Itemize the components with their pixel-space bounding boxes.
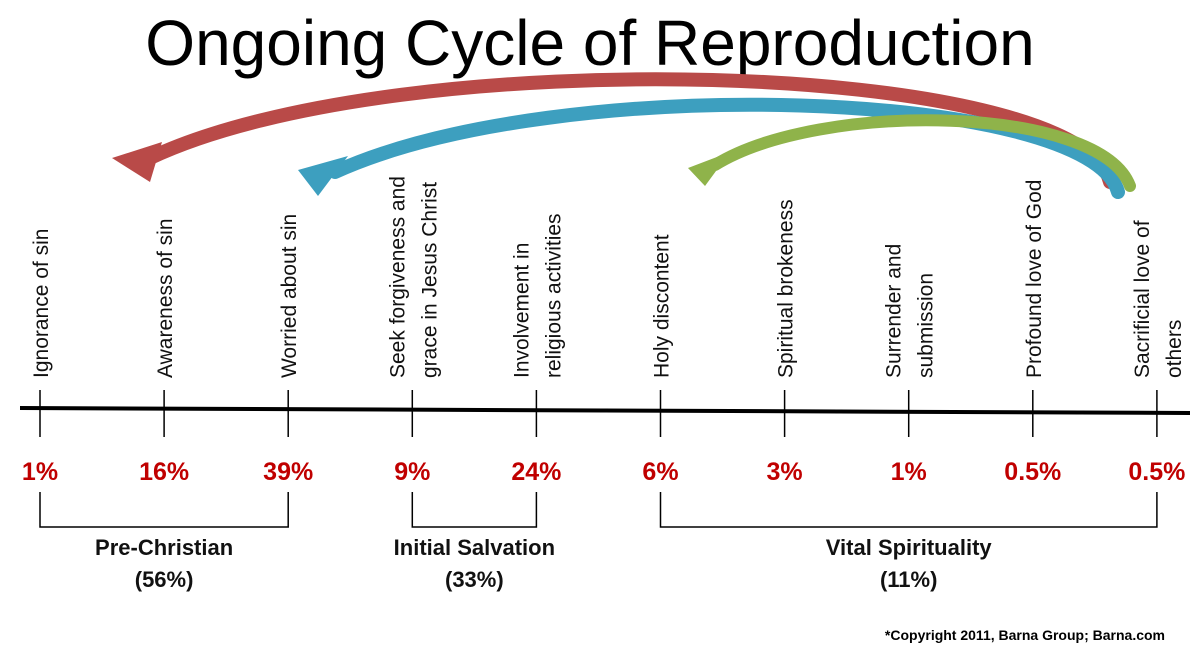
stage-percent: 39% — [263, 458, 313, 486]
group-bracket — [411, 492, 538, 528]
blue-arrowhead — [298, 156, 348, 196]
red-arrow — [143, 72, 1117, 189]
stage-percent: 6% — [642, 458, 678, 486]
green-arrowhead — [688, 152, 730, 186]
copyright: *Copyright 2011, Barna Group; Barna.com — [885, 627, 1165, 643]
red-arrowhead — [112, 142, 162, 182]
stage-percent: 1% — [891, 458, 927, 486]
group-percent: (56%) — [135, 567, 194, 592]
stage-percent: 9% — [394, 458, 430, 486]
stage-label: Involvement in — [510, 243, 533, 378]
title: Ongoing Cycle of Reproduction — [145, 7, 1034, 79]
blue-arrow — [328, 97, 1125, 199]
group-name: Pre-Christian — [95, 535, 233, 560]
green-arrow — [709, 114, 1136, 192]
stage-label: religious activities — [542, 213, 565, 378]
group-bracket — [39, 492, 289, 528]
stage-percent: 24% — [511, 458, 561, 486]
stage-percent: 3% — [767, 458, 803, 486]
stage-label: Profound love of God — [1023, 180, 1046, 378]
stage-label: Surrender and — [883, 244, 906, 378]
stage-label: Holy discontent — [651, 234, 674, 378]
group-name: Initial Salvation — [394, 535, 555, 560]
stage-label: Worried about sin — [278, 214, 301, 378]
stage-label: grace in Jesus Christ — [418, 182, 441, 378]
stage-label: Sacrificial love of — [1131, 220, 1154, 378]
stage-label: submission — [915, 273, 938, 378]
stage-label: others — [1163, 320, 1186, 378]
stage-label: Awareness of sin — [154, 218, 177, 378]
group-percent: (33%) — [445, 567, 504, 592]
group-percent: (11%) — [880, 567, 937, 592]
stage-percent: 16% — [139, 458, 189, 486]
stage-percent: 0.5% — [1004, 458, 1061, 486]
stage-label: Seek forgiveness and — [386, 176, 409, 378]
stage-percent: 1% — [22, 458, 58, 486]
stage-label: Ignorance of sin — [30, 229, 53, 378]
stage-percent: 0.5% — [1128, 458, 1185, 486]
stage-label: Spiritual brokeness — [775, 199, 798, 378]
timeline — [19, 406, 1191, 415]
group-name: Vital Spirituality — [826, 535, 993, 560]
group-bracket — [659, 492, 1158, 528]
cycle-arrows — [112, 72, 1136, 199]
